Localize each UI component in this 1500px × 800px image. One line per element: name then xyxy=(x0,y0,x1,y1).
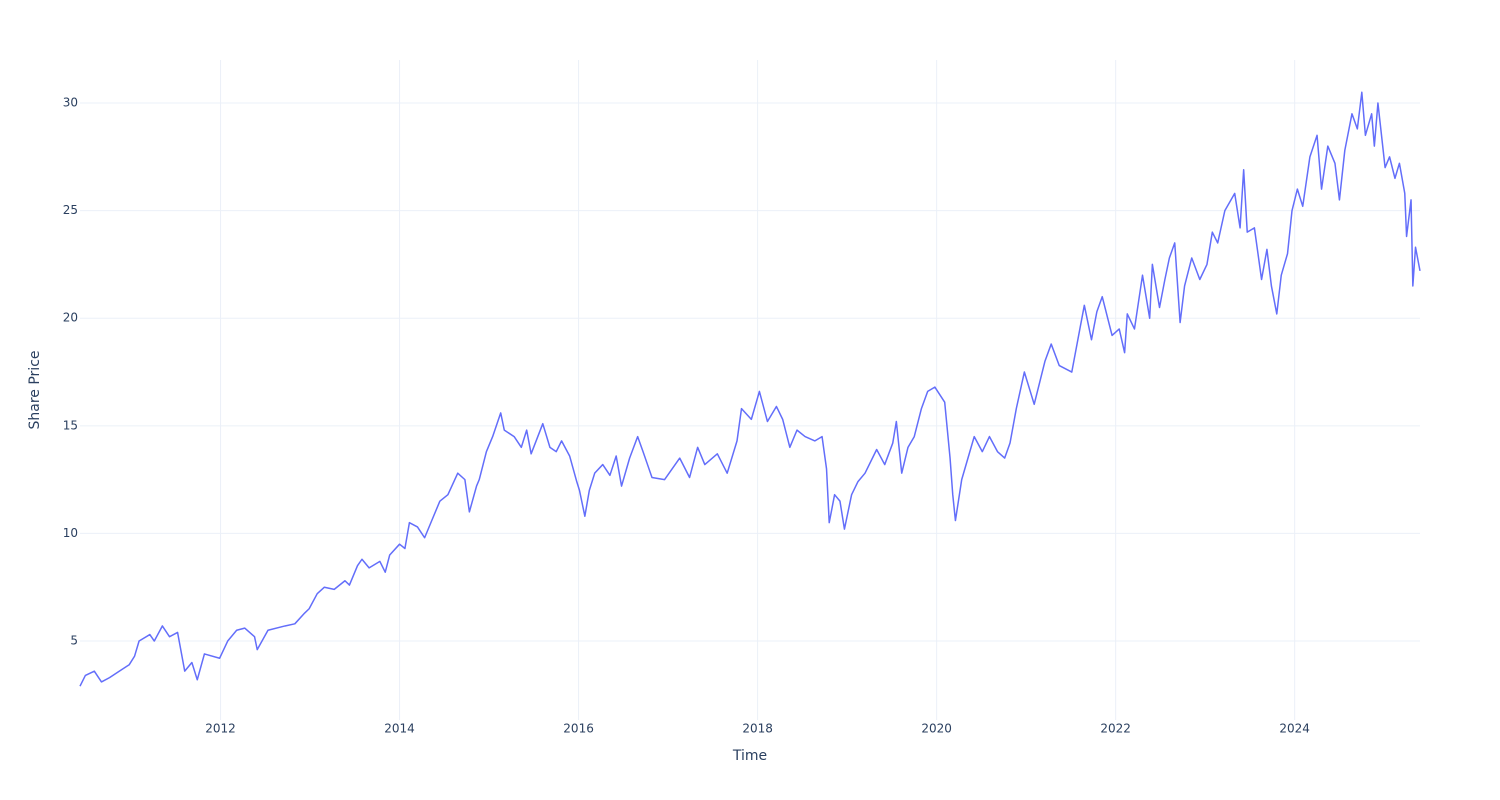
y-tick-label: 5 xyxy=(70,634,78,648)
x-axis-title: Time xyxy=(732,748,767,764)
y-tick-label: 25 xyxy=(63,203,78,217)
y-tick-label: 20 xyxy=(63,311,78,325)
x-tick-label: 2012 xyxy=(205,722,236,736)
line-series xyxy=(79,91,1421,687)
grid xyxy=(80,60,1420,720)
x-tick-label: 2014 xyxy=(384,722,415,736)
x-tick-label: 2024 xyxy=(1279,722,1310,736)
y-tick-label: 15 xyxy=(63,418,78,432)
y-axis-title: Share Price xyxy=(27,350,43,429)
x-tick-label: 2022 xyxy=(1100,722,1131,736)
y-tick-label: 30 xyxy=(63,96,78,110)
x-tick-label: 2016 xyxy=(563,722,594,736)
x-tick-label: 2020 xyxy=(921,722,952,736)
x-tick-label: 2018 xyxy=(742,722,773,736)
y-tick-label: 10 xyxy=(63,526,78,540)
